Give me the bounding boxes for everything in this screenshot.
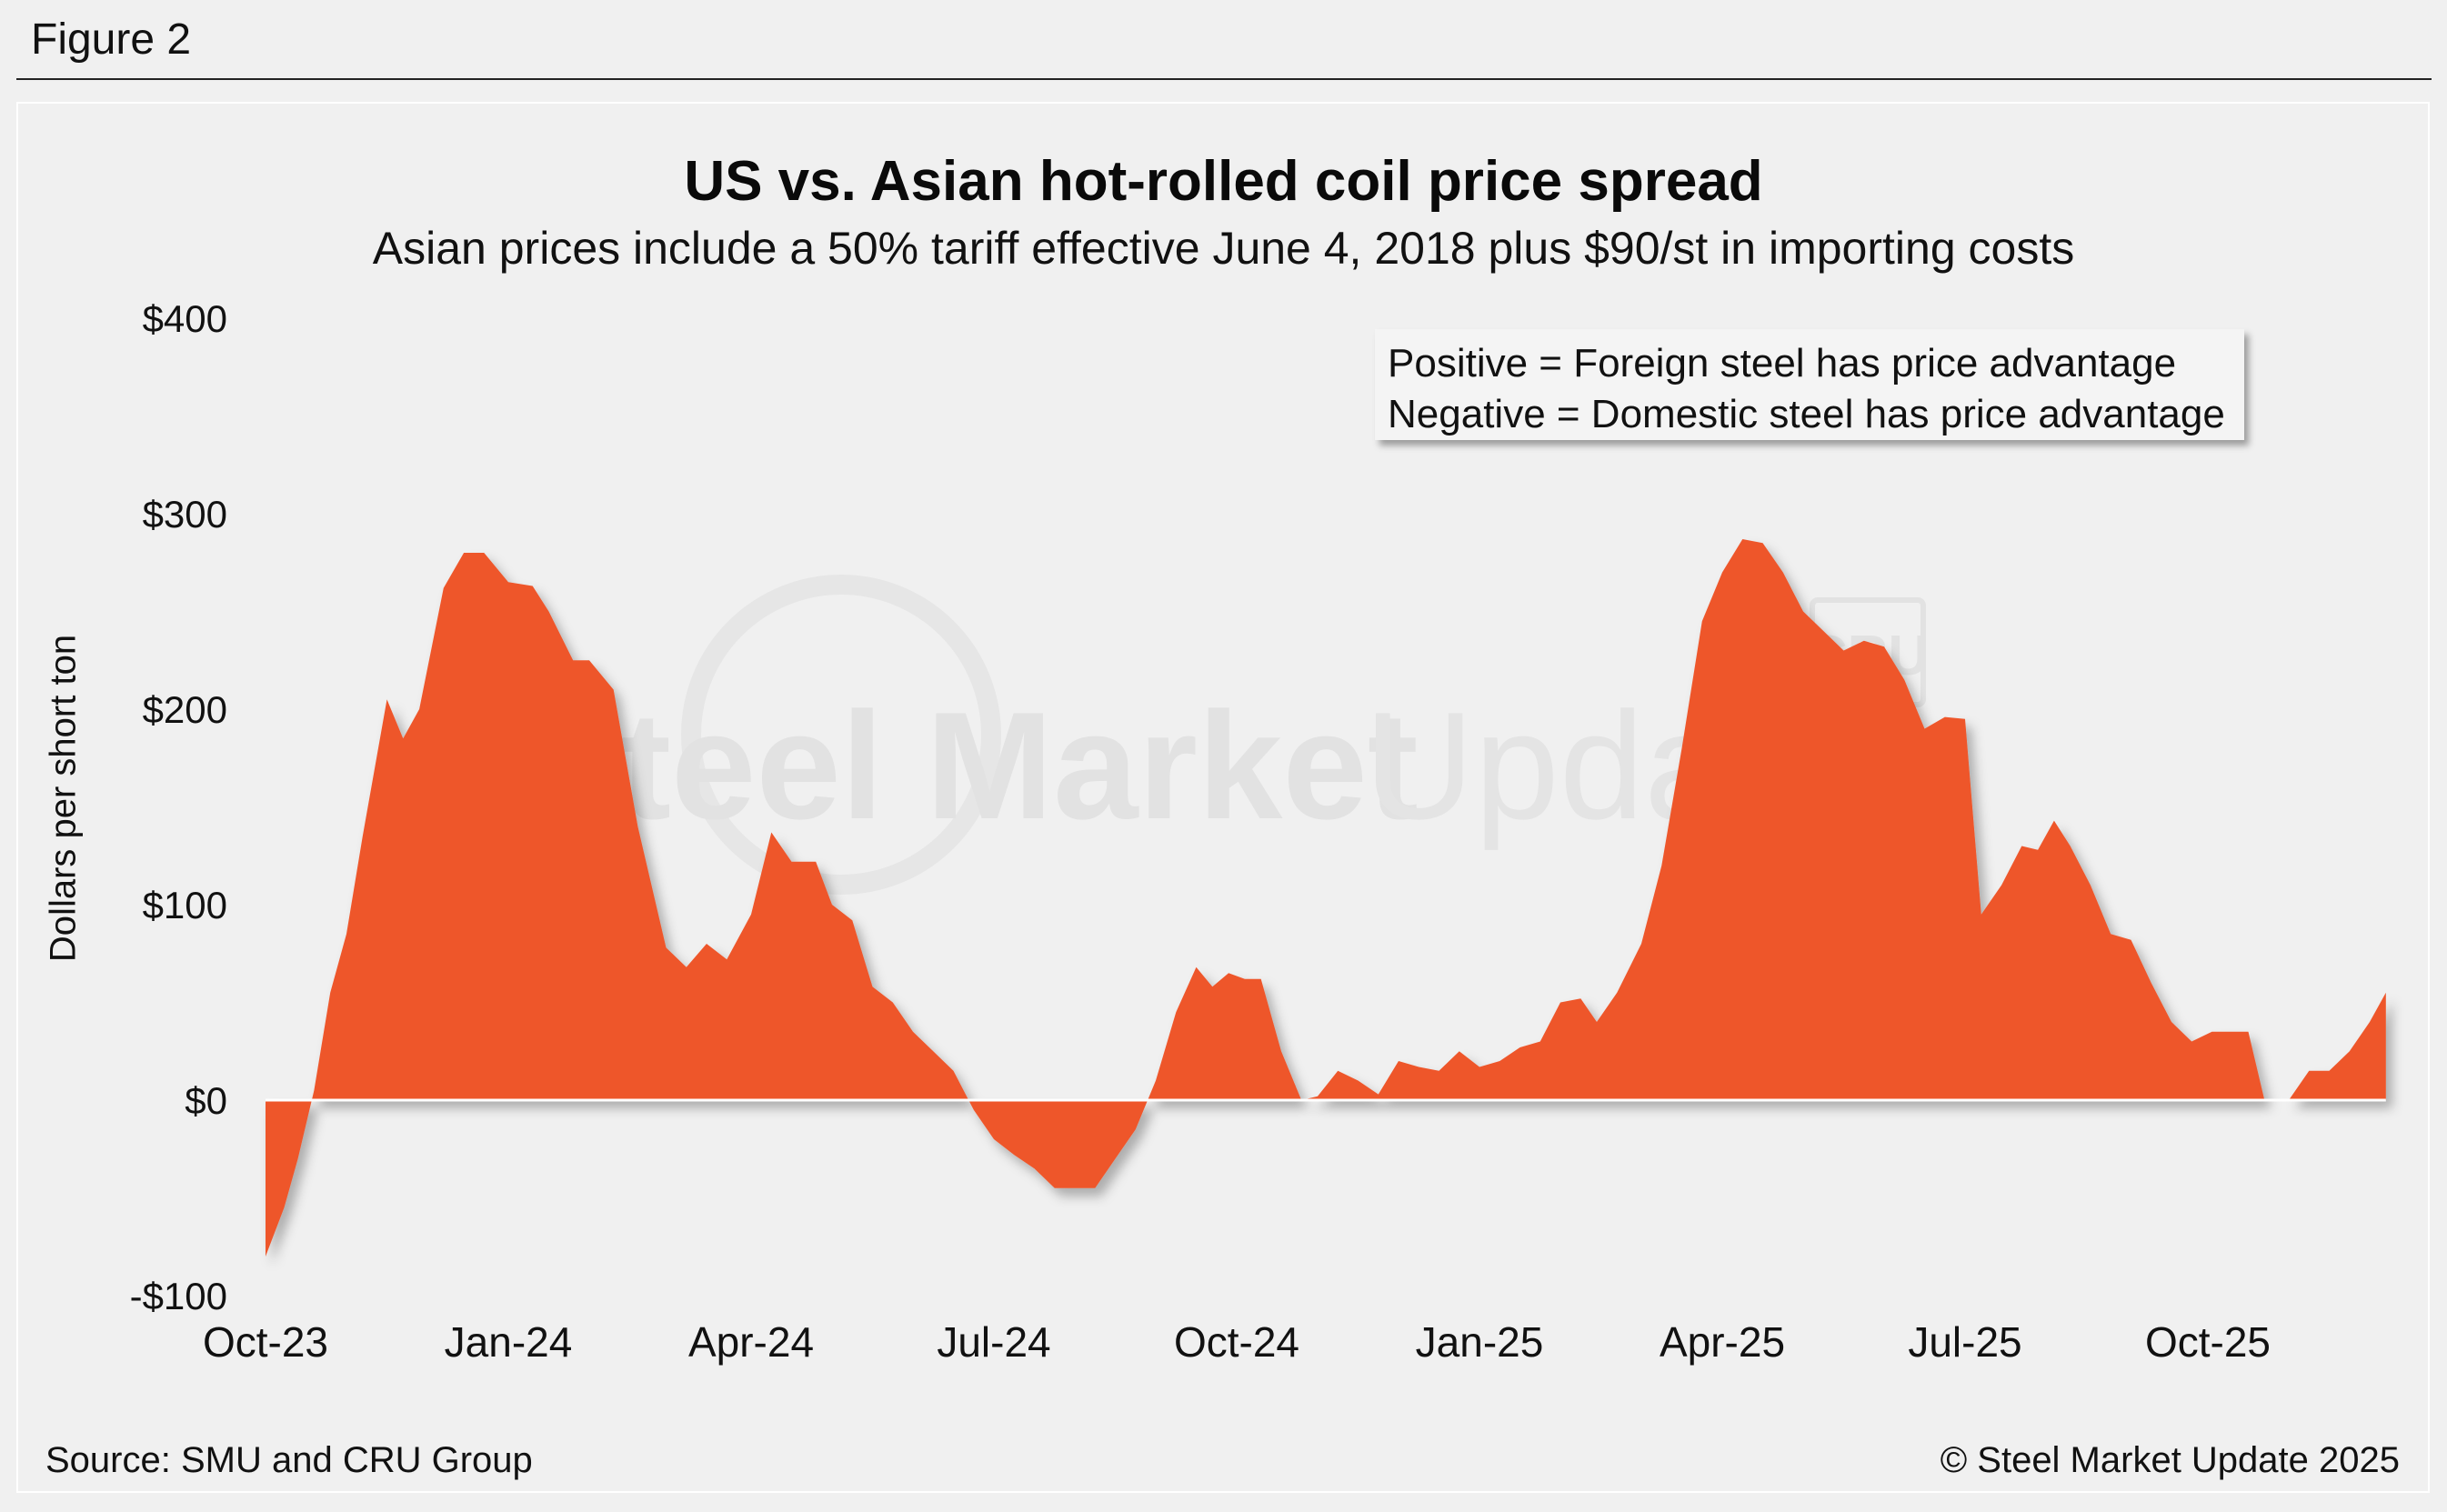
x-tick-label: Oct-23 xyxy=(203,1318,328,1366)
y-tick-labels: $400 $300 $200 $100 $0 -$100 xyxy=(130,297,227,1317)
watermark-logo-ring xyxy=(681,575,1001,895)
y-tick-label: $300 xyxy=(143,493,227,536)
top-rule xyxy=(16,78,2432,80)
y-tick-label: $0 xyxy=(185,1079,227,1122)
x-tick-label: Jul-25 xyxy=(1908,1318,2021,1366)
watermark-main: Steel Market xyxy=(518,680,1419,851)
y-tick-label: $200 xyxy=(143,688,227,731)
figure-label: Figure 2 xyxy=(31,15,192,64)
x-tick-label: Jan-24 xyxy=(445,1318,573,1366)
legend-box: Positive = Foreign steel has price advan… xyxy=(1375,329,2244,440)
chart-subtitle: Asian prices include a 50% tariff effect… xyxy=(372,223,2075,274)
x-tick-label: Oct-25 xyxy=(2145,1318,2271,1366)
legend-negative: Negative = Domestic steel has price adva… xyxy=(1388,392,2225,436)
chart-panel xyxy=(16,102,2430,1493)
x-tick-label: Oct-24 xyxy=(1174,1318,1299,1366)
x-tick-label: Apr-24 xyxy=(688,1318,814,1366)
x-tick-label: Jan-25 xyxy=(1416,1318,1544,1366)
source-note: Source: SMU and CRU Group xyxy=(45,1440,533,1480)
legend-positive: Positive = Foreign steel has price advan… xyxy=(1388,341,2177,386)
area-series-fill xyxy=(266,539,2386,1257)
x-tick-labels: Oct-23 Jan-24 Apr-24 Jul-24 Oct-24 Jan-25 Apr-… xyxy=(203,1318,2271,1366)
y-tick-label: $400 xyxy=(143,297,227,340)
chart-title: US vs. Asian hot-rolled coil price sprea… xyxy=(684,150,1763,213)
x-tick-label: Jul-24 xyxy=(937,1318,1050,1366)
y-tick-label: -$100 xyxy=(130,1275,227,1317)
area-series xyxy=(266,539,2386,1257)
x-tick-label: Apr-25 xyxy=(1660,1318,1785,1366)
copyright-note: © Steel Market Update 2025 xyxy=(1940,1440,2400,1480)
y-tick-label: $100 xyxy=(143,884,227,926)
